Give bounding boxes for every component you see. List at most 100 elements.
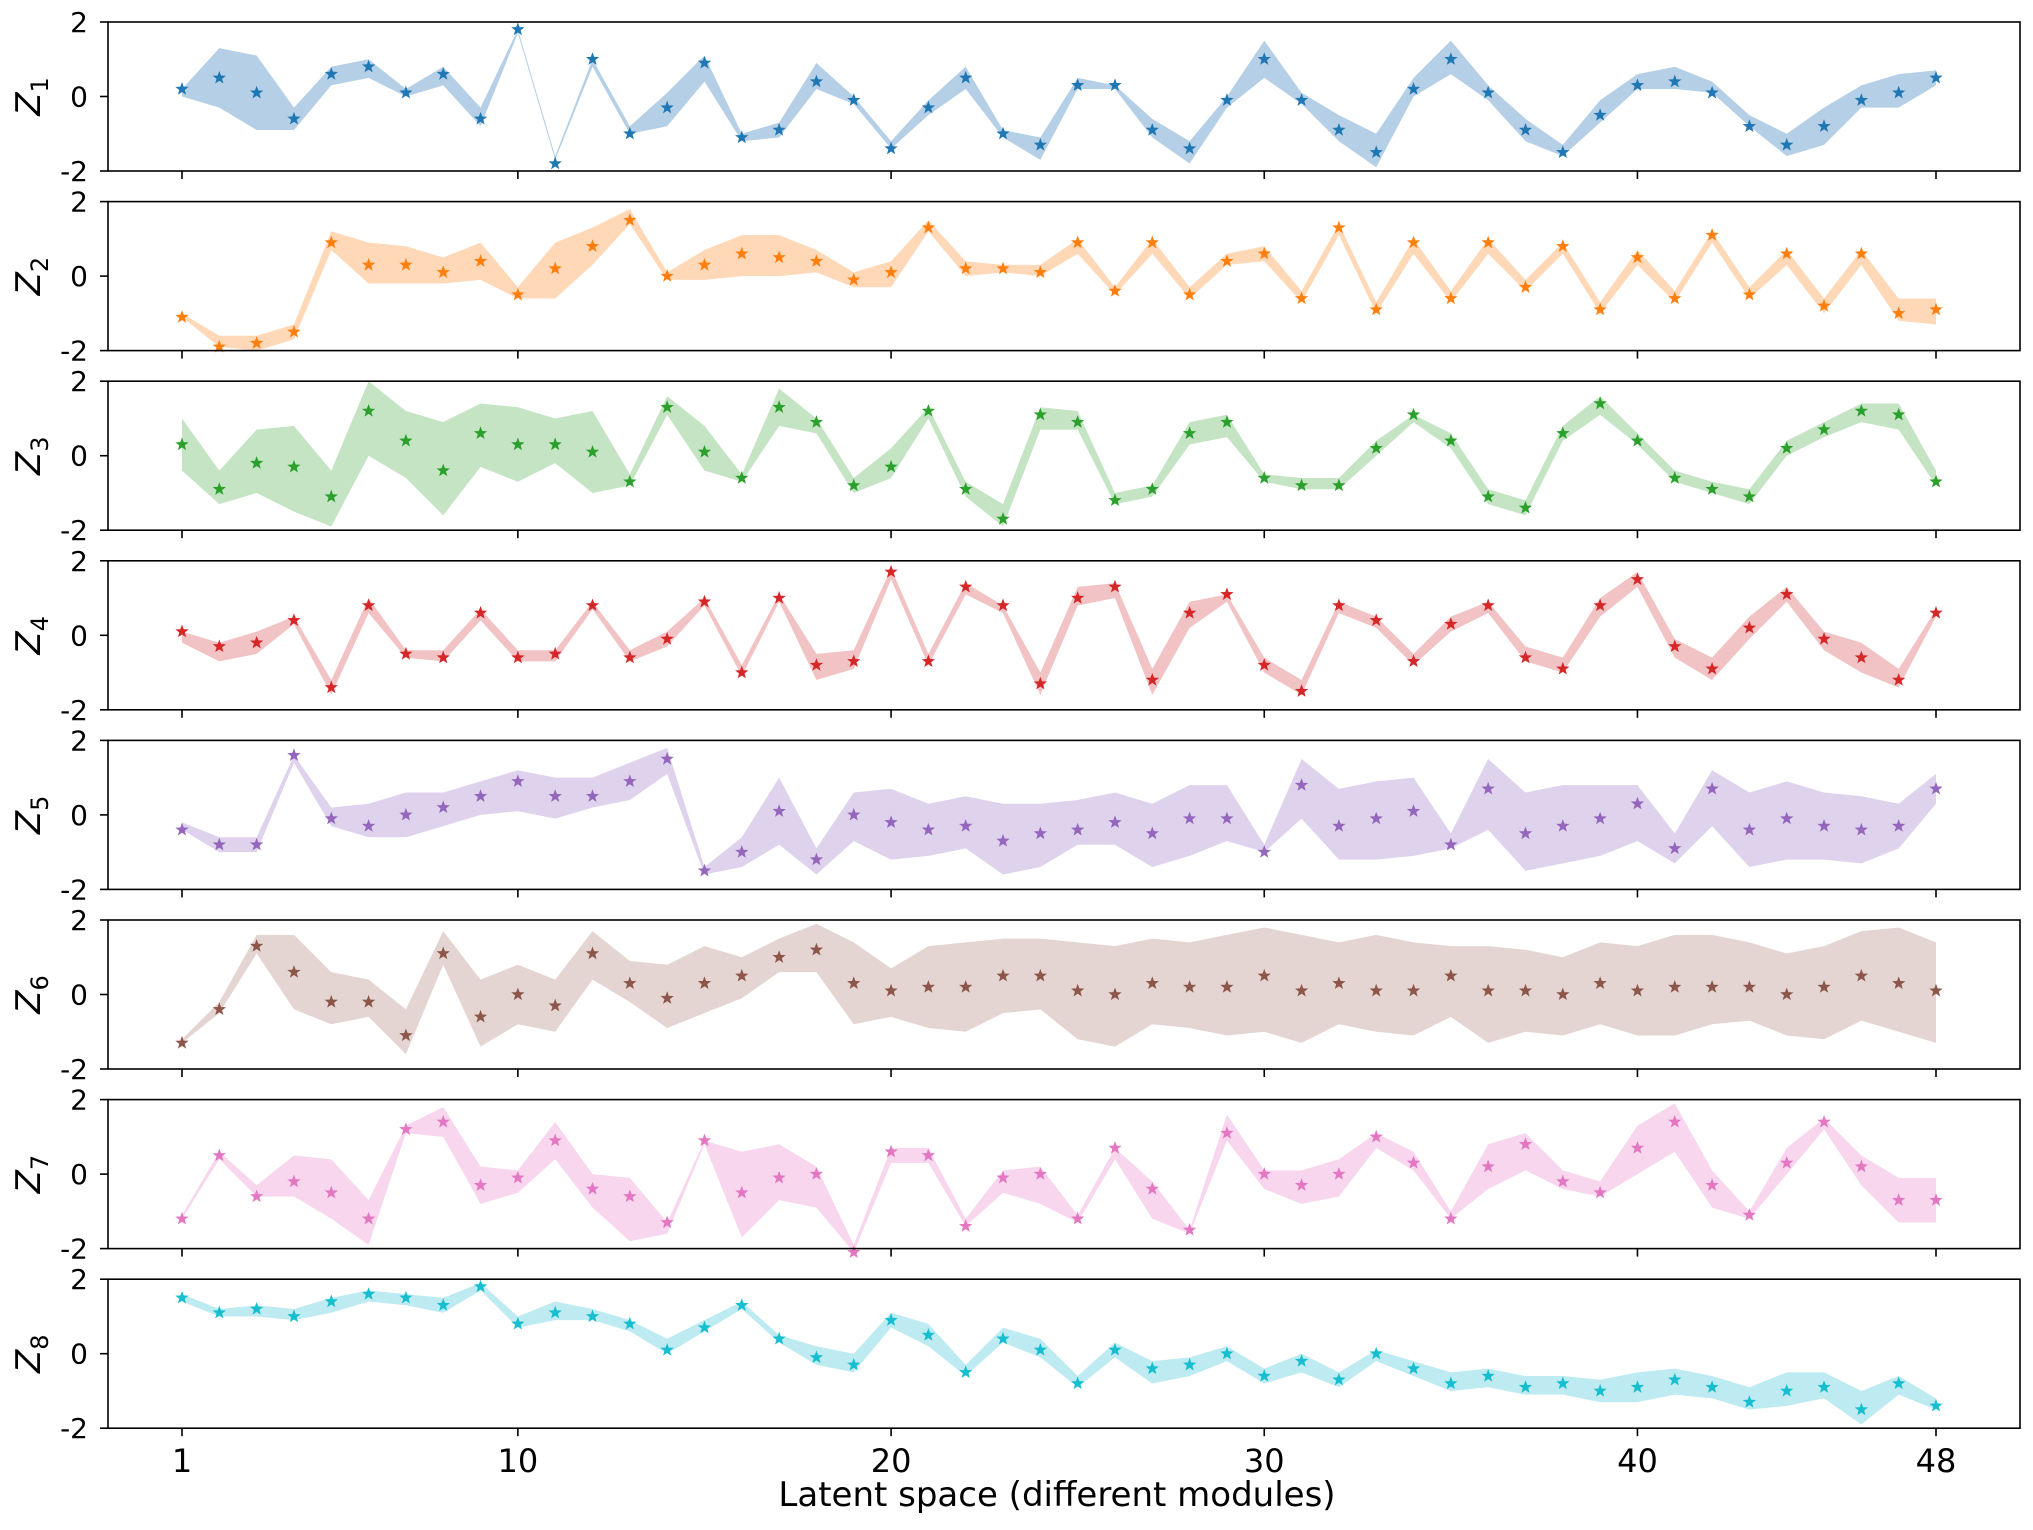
point-z7-17	[772, 1170, 786, 1184]
point-z4-40	[1630, 572, 1645, 586]
point-z3-28	[1182, 426, 1197, 440]
point-z4-11	[548, 646, 562, 660]
point-z1-43	[1742, 119, 1757, 132]
point-z8-16	[735, 1298, 749, 1311]
point-z7-10	[511, 1170, 525, 1184]
point-z8-37	[1518, 1380, 1533, 1393]
band-z2	[182, 209, 1936, 351]
y-tick-label-z5-2: 2	[70, 724, 88, 757]
point-z2-15	[697, 257, 712, 271]
point-z7-4	[287, 1174, 301, 1188]
point-z2-20	[884, 265, 898, 279]
y-tick-label-z8-2: 2	[70, 1263, 88, 1296]
point-z7-27	[1145, 1182, 1159, 1195]
point-z1-31	[1294, 93, 1309, 106]
band-z1	[182, 29, 1936, 168]
point-z3-4	[287, 459, 301, 473]
point-z5-21	[921, 822, 936, 836]
point-z1-48	[1929, 70, 1943, 84]
point-z6-47	[1892, 976, 1906, 989]
point-z5-12	[585, 789, 600, 802]
point-z6-37	[1518, 983, 1533, 997]
point-z7-23	[996, 1170, 1010, 1184]
point-z6-6	[361, 994, 376, 1008]
point-z8-35	[1444, 1376, 1458, 1390]
point-z8-18	[809, 1350, 824, 1364]
point-z2-34	[1406, 235, 1421, 249]
point-z8-40	[1630, 1380, 1645, 1393]
point-z5-35	[1444, 837, 1458, 851]
y-tick-label-z4-1: 0	[70, 619, 88, 652]
point-z6-28	[1182, 980, 1197, 993]
point-z8-42	[1705, 1380, 1719, 1393]
point-z4-39	[1593, 598, 1607, 612]
point-z3-43	[1742, 489, 1757, 503]
y-tick-label-z8-0: -2	[60, 1412, 88, 1445]
y-tick-label-z1-0: -2	[60, 155, 88, 188]
point-z7-26	[1108, 1141, 1122, 1154]
point-z5-2	[212, 837, 226, 851]
point-z4-41	[1668, 639, 1682, 653]
point-z3-25	[1071, 415, 1085, 428]
y-tick-label-z8-1: 0	[70, 1338, 88, 1371]
y-tick-label-z7-0: -2	[60, 1233, 88, 1266]
point-z5-39	[1593, 811, 1607, 825]
point-z7-1	[175, 1211, 189, 1225]
y-tick-label-z4-2: 2	[70, 545, 88, 578]
point-z8-14	[660, 1342, 674, 1356]
point-z4-46	[1854, 650, 1869, 664]
point-z4-8	[436, 650, 450, 664]
point-z4-21	[921, 654, 936, 668]
point-z3-26	[1108, 493, 1122, 507]
point-z5-33	[1369, 811, 1383, 825]
point-z2-4	[287, 324, 301, 338]
point-z8-9	[473, 1279, 488, 1293]
point-z1-42	[1705, 85, 1719, 99]
point-z7-47	[1892, 1193, 1906, 1206]
point-z4-29	[1220, 587, 1234, 600]
point-z2-11	[548, 261, 562, 275]
point-z1-12	[585, 52, 600, 65]
point-z8-26	[1108, 1342, 1122, 1356]
point-z7-37	[1518, 1137, 1533, 1150]
y-axis-label-z1: Z1	[9, 77, 54, 117]
point-z3-39	[1593, 396, 1607, 410]
point-z1-23	[996, 126, 1010, 140]
point-z5-37	[1518, 826, 1533, 840]
point-z4-25	[1071, 591, 1085, 604]
point-z4-47	[1892, 673, 1906, 686]
point-z5-31	[1294, 778, 1309, 791]
point-z7-38	[1556, 1174, 1570, 1188]
point-z7-44	[1780, 1155, 1794, 1169]
point-z6-33	[1369, 983, 1383, 997]
point-z6-24	[1033, 968, 1047, 982]
point-z7-7	[399, 1122, 413, 1136]
point-z8-48	[1929, 1398, 1943, 1412]
point-z5-47	[1892, 819, 1906, 832]
point-z1-16	[735, 130, 749, 144]
band-z7	[182, 1103, 1936, 1249]
point-z8-20	[884, 1313, 898, 1326]
axes-frame-z1	[107, 21, 2021, 172]
point-z6-15	[697, 976, 712, 989]
point-z7-31	[1294, 1178, 1309, 1191]
point-z8-32	[1332, 1372, 1346, 1386]
band-z6	[182, 923, 1936, 1055]
point-z1-28	[1182, 141, 1197, 155]
point-z6-26	[1108, 987, 1122, 1001]
y-tick-label-z7-2: 2	[70, 1084, 88, 1117]
y-axis-label-z2: Z2	[9, 257, 54, 297]
point-z2-5	[324, 235, 338, 249]
point-z3-45	[1817, 422, 1831, 436]
point-z4-13	[623, 650, 637, 664]
point-z6-22	[959, 980, 973, 993]
point-z5-9	[473, 789, 488, 802]
point-z1-18	[809, 74, 824, 88]
point-z2-10	[511, 287, 525, 301]
point-z5-17	[772, 804, 786, 817]
y-axis-label-z5: Z5	[9, 796, 54, 836]
point-z1-37	[1518, 123, 1533, 136]
point-z1-34	[1406, 82, 1421, 95]
